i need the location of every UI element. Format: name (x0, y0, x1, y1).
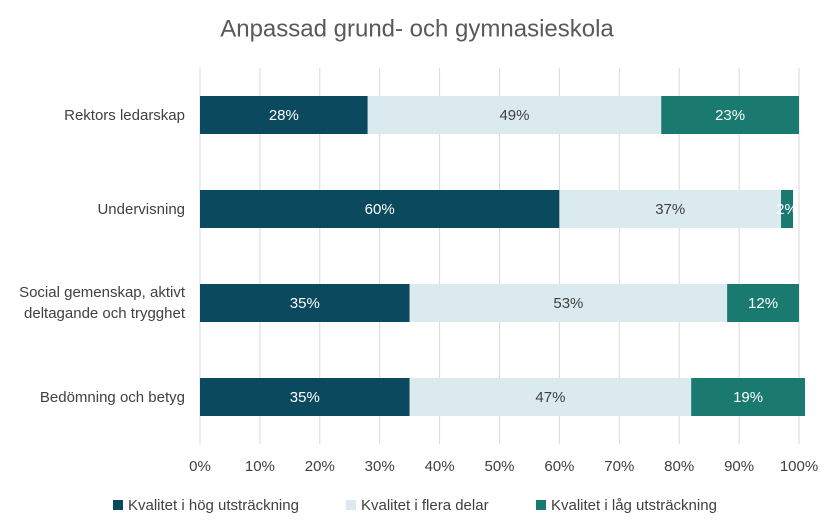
bar-segment (691, 378, 805, 416)
data-label: 2% (776, 201, 798, 218)
data-label: 37% (655, 201, 685, 218)
y-tick-label: Undervisning (97, 200, 185, 218)
x-tick-label: 40% (425, 458, 455, 475)
data-label: 35% (290, 295, 320, 312)
bar-segment (409, 284, 728, 322)
x-tick-label: 20% (305, 458, 335, 475)
bar-segment (200, 190, 560, 228)
bar-segment (661, 96, 799, 134)
bar-segment (200, 378, 410, 416)
data-label: 47% (535, 389, 565, 406)
data-label: 60% (365, 201, 395, 218)
chart-title: Anpassad grund- och gymnasieskola (220, 15, 614, 42)
x-tick-label: 100% (780, 458, 818, 475)
x-tick-label: 70% (604, 458, 634, 475)
bar-segment (200, 284, 410, 322)
bar-segment (781, 190, 794, 228)
y-tick-label: Social gemenskap, aktivt deltagande och … (19, 284, 185, 322)
legend-label: Kvalitet i låg utsträckning (551, 497, 717, 514)
data-label: 28% (269, 107, 299, 124)
y-tick-label: Bedömning och betyg (39, 388, 185, 406)
legend-label: Kvalitet i hög utsträckning (128, 497, 299, 514)
x-tick-label: 50% (484, 458, 514, 475)
data-label: 19% (733, 389, 763, 406)
data-label: 35% (290, 389, 320, 406)
x-tick-label: 90% (724, 458, 754, 475)
data-label: 53% (553, 295, 583, 312)
data-label: 49% (499, 107, 529, 124)
y-tick-label: Rektors ledarskap (64, 106, 185, 124)
x-tick-label: 30% (365, 458, 395, 475)
legend-swatch (113, 500, 123, 510)
bar-segment (727, 284, 799, 322)
bar-segment (200, 96, 368, 134)
x-tick-label: 60% (544, 458, 574, 475)
legend-swatch (346, 500, 356, 510)
bar-segment (559, 190, 782, 228)
legend-label: Kvalitet i flera delar (361, 497, 489, 514)
x-tick-label: 80% (664, 458, 694, 475)
legend-swatch (536, 500, 546, 510)
data-label: 23% (715, 107, 745, 124)
bar-segment (409, 378, 692, 416)
data-label: 12% (748, 295, 778, 312)
x-tick-label: 10% (245, 458, 275, 475)
x-tick-label: 0% (189, 458, 211, 475)
bar-segment (367, 96, 662, 134)
